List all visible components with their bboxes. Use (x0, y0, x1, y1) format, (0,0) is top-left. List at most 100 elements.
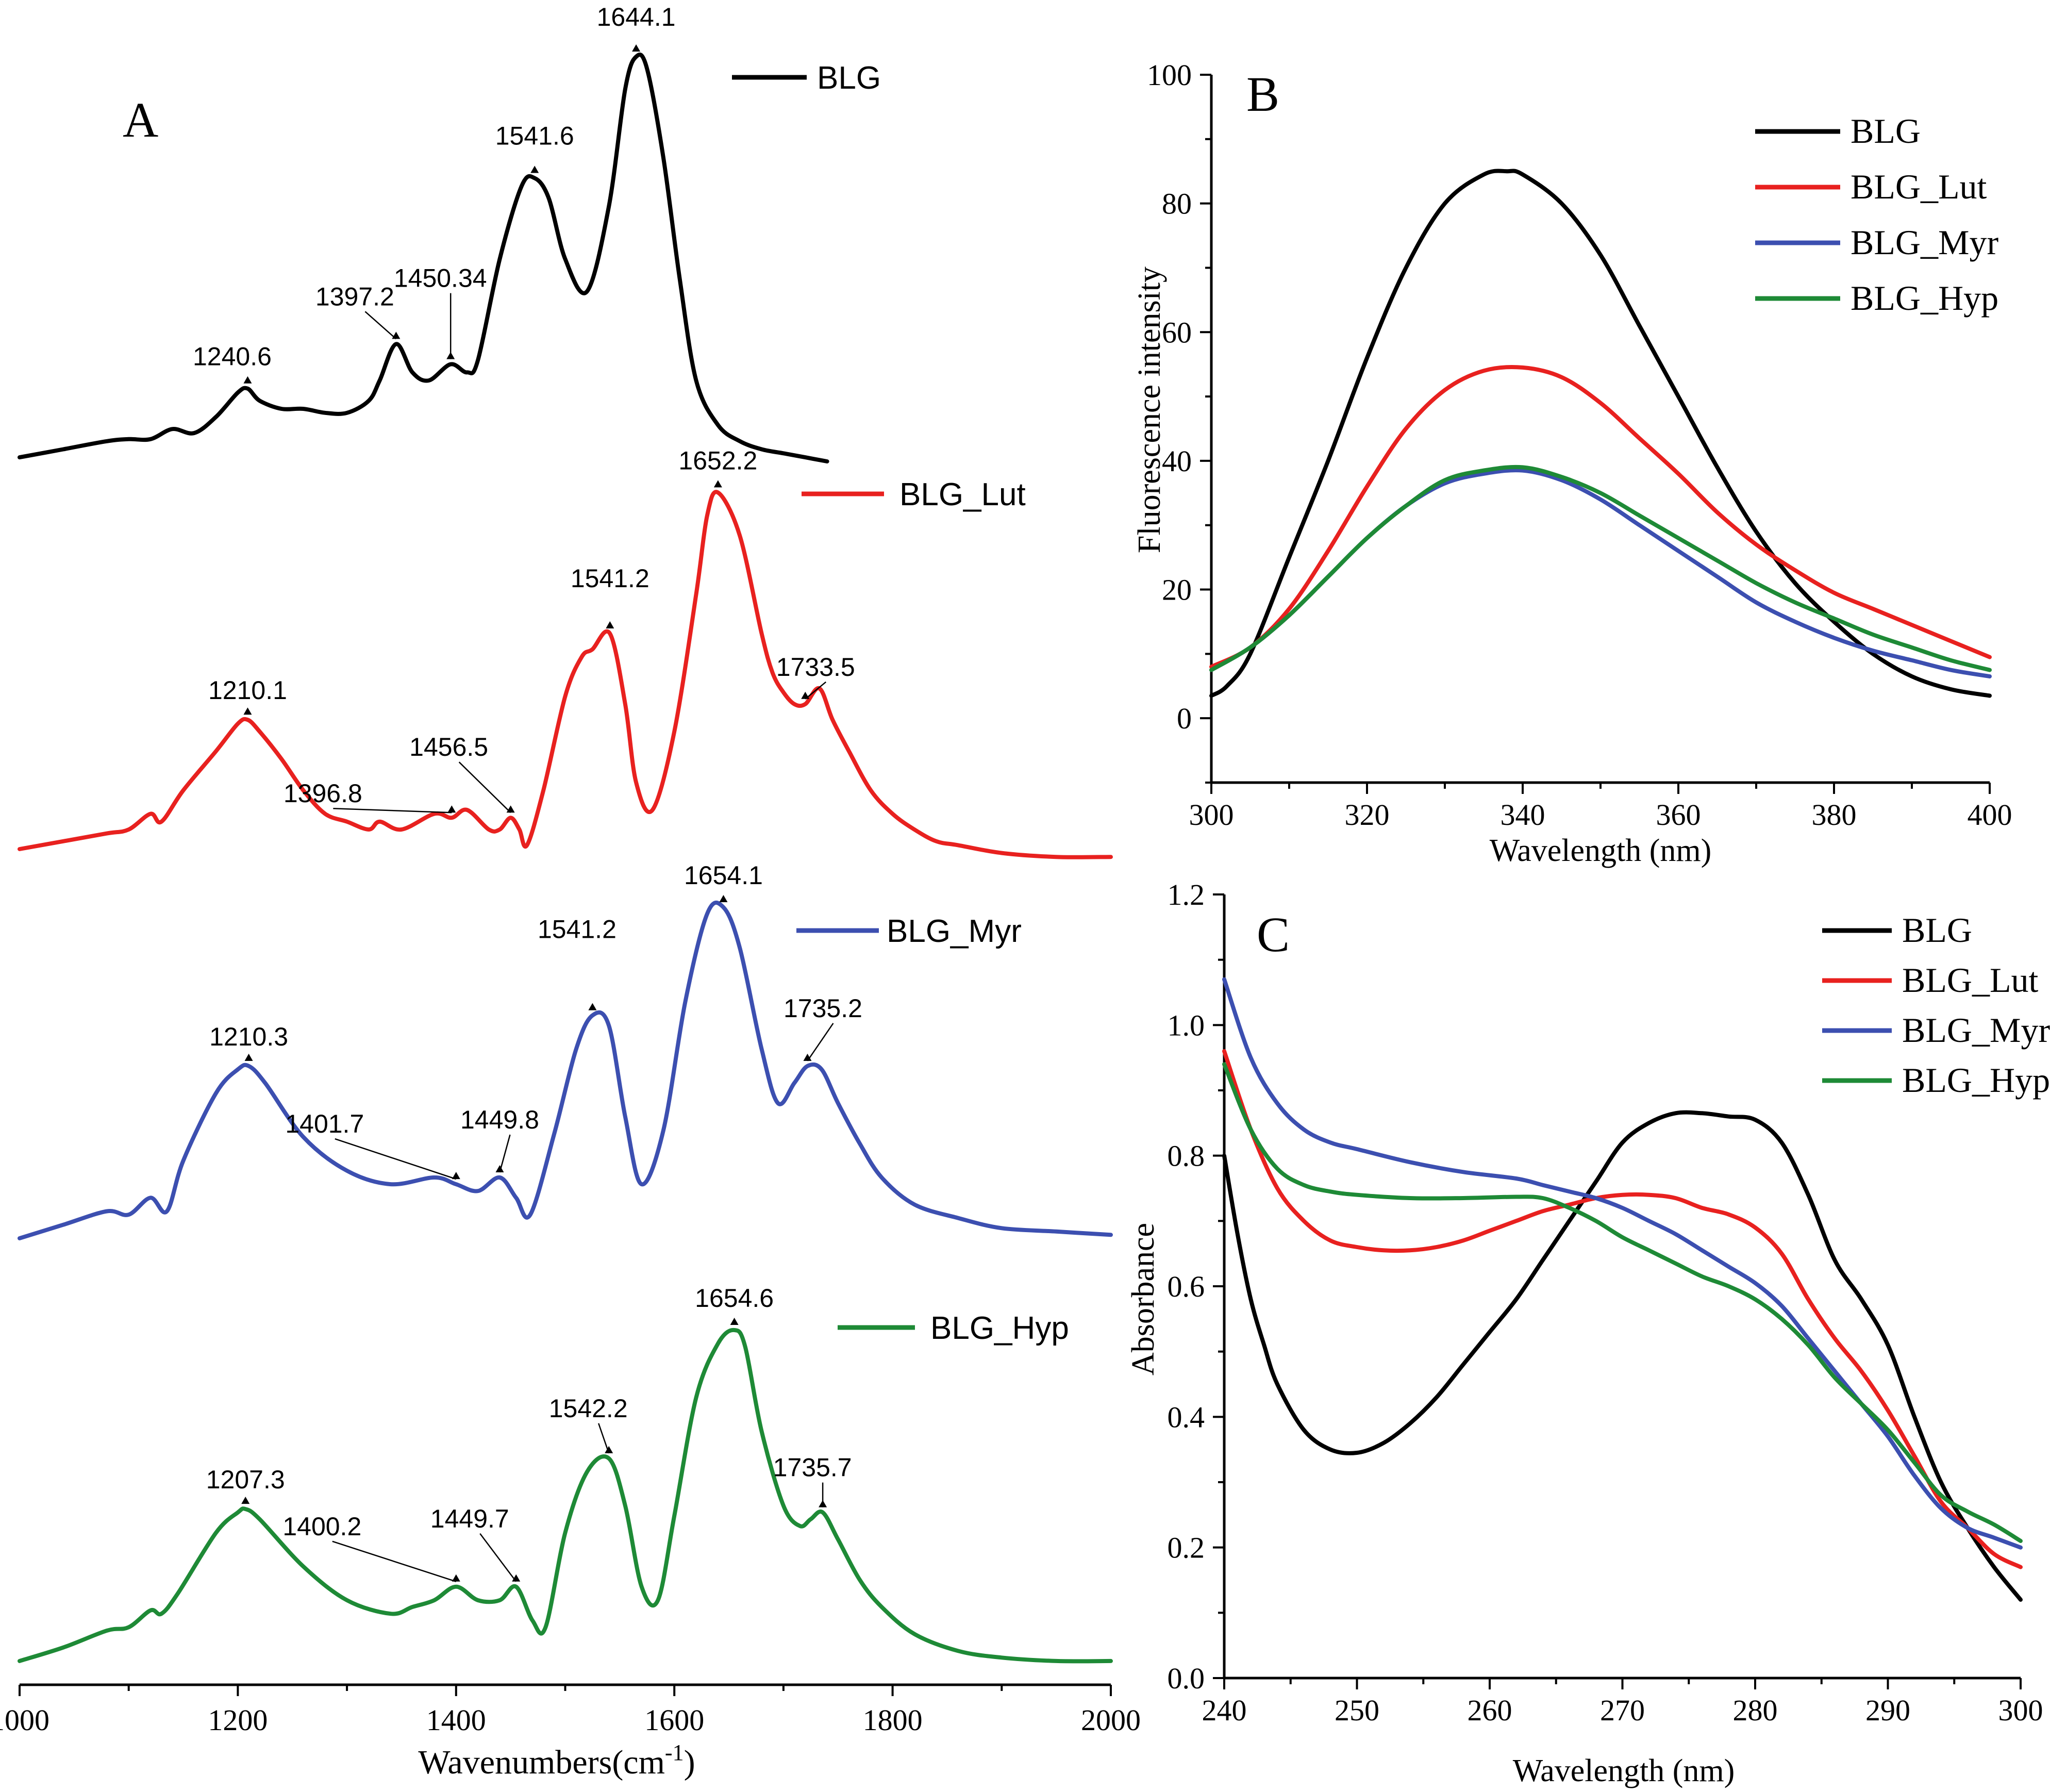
panel-b-x-tick-label: 340 (1501, 798, 1545, 832)
panel-c-x-tick-label: 270 (1600, 1694, 1645, 1727)
panel-a-peak-marker (730, 1318, 739, 1325)
panel-c-x-tick-label: 260 (1468, 1694, 1512, 1727)
panel-a-series-blg-myr (18, 900, 1113, 1240)
panel-a-peak-label: 1735.2 (784, 994, 862, 1023)
panel-a-peak-label: 1240.6 (193, 342, 272, 371)
panel-b-series-blg-myr (1209, 468, 1992, 678)
panel-a-peak-marker (713, 480, 722, 488)
panel-b-y-tick-label: 80 (1162, 187, 1192, 221)
panel-a-peak-label: 1735.7 (773, 1453, 852, 1482)
panel-a-peak-marker (605, 1446, 613, 1453)
panel-c-legend-label-blg: BLG (1902, 910, 1972, 950)
panel-c-legend-label-blg-hyp: BLG_Hyp (1902, 1060, 2050, 1100)
panel-c-legend-label-blg-myr: BLG_Myr (1902, 1010, 2050, 1050)
panel-a-legend-label-blg: BLG (817, 60, 881, 96)
panel-a-peak-marker (452, 1574, 460, 1582)
panel-a-peak-marker (241, 1497, 250, 1504)
panel-a-x-axis-title-sup: -1 (665, 1740, 684, 1765)
panel-a-peak-marker (588, 1003, 597, 1010)
panel-c-legend-label-blg-lut: BLG_Lut (1902, 960, 2039, 1000)
panel-a-x-tick-label: 1800 (863, 1703, 923, 1737)
panel-c-y-tick-label: 0.4 (1168, 1400, 1205, 1434)
panel-a-legend-label-blg-myr: BLG_Myr (887, 914, 1022, 949)
panel-b-label: B (1246, 67, 1279, 122)
panel-a-peak-label: 1541.2 (538, 915, 616, 944)
panel-a-peak-marker (244, 1053, 253, 1061)
panel-a-peak-blg-myr-1210-3: 1210.3 (209, 1022, 288, 1061)
panel-a-peak-blg-myr-1541-2: 1541.2 (538, 915, 616, 1010)
panel-a-peak-label: 1397.2 (315, 282, 394, 311)
panel-a-series-group (18, 53, 1113, 1664)
panel-a-peak-label: 1733.5 (776, 653, 855, 682)
panel-c-absorbance: 240 250 260 270 280 290 300 0.0 0.2 0.4 0.6 0.8 1.0 1… (1126, 878, 2050, 1788)
panel-c-series-blg-lut (1222, 1049, 2023, 1569)
panel-a-peak-marker (243, 376, 252, 384)
panel-c-y-tick-label: 1.2 (1168, 878, 1205, 911)
panel-a-peak-blg-1644-1: 1644.1 (597, 3, 676, 52)
panel-b-legend: BLG BLG_Lut BLG_Myr BLG_Hyp (1755, 111, 1998, 318)
panel-b-legend-label-blg-myr: BLG_Myr (1851, 223, 1998, 262)
panel-b-x-tick-label: 360 (1656, 798, 1701, 832)
panel-a-peak-blg-1240-6: 1240.6 (193, 342, 272, 384)
panel-a-peak-marker (495, 1165, 504, 1172)
panel-a-peak-marker (447, 805, 456, 813)
panel-c-y-tick-label: 0.6 (1168, 1270, 1205, 1303)
panel-a-peak-label: 1401.7 (285, 1109, 364, 1138)
panel-b-x-tick-label: 300 (1189, 798, 1234, 832)
panel-a-peak-marker (530, 165, 539, 173)
panel-a-peak-blg-lut-1210-1: 1210.1 (208, 676, 287, 715)
panel-c-y-tick-label: 0.0 (1168, 1662, 1205, 1695)
panel-a-peak-leader (499, 1134, 511, 1173)
panel-a-peak-blg-myr-1449-8: 1449.8 (460, 1105, 539, 1173)
panel-a-x-tick-label: 1000 (0, 1703, 49, 1737)
panel-b-axes: 300 320 340 360 380 400 0 20 40 60 80 100 (1147, 58, 2012, 832)
panel-c-y-tick-label: 1.0 (1168, 1008, 1205, 1042)
panel-a-peak-marker (392, 331, 401, 339)
panel-c-x-tick-label: 250 (1335, 1694, 1379, 1727)
panel-b-y-axis-title: Fluorescence intensity (1132, 267, 1167, 553)
panel-c-x-tick-label: 290 (1865, 1694, 1910, 1727)
panel-a-peak-blg-lut-1733-5: 1733.5 (776, 653, 855, 700)
panel-a-peak-label: 1542.2 (549, 1394, 628, 1423)
panel-a-peak-label: 1449.7 (430, 1504, 509, 1533)
panel-a-peak-blg-lut-1541-2: 1541.2 (571, 564, 649, 628)
panel-a-x-axis-title-suffix: ) (684, 1744, 695, 1781)
panel-a-peak-leader (597, 1423, 610, 1454)
panel-a-series-blg-hyp (18, 1328, 1113, 1664)
panel-a-peak-blg-lut-1652-2: 1652.2 (678, 446, 757, 488)
panel-b-fluorescence: 300 320 340 360 380 400 0 20 40 60 80 100 BLG BLG_Lu… (1132, 58, 2012, 868)
panel-a-peak-marker (506, 805, 515, 813)
panel-c-y-tick-label: 0.2 (1168, 1531, 1205, 1565)
panel-a-peak-leader (335, 1138, 457, 1180)
panel-a-peak-marker (512, 1574, 521, 1582)
panel-a-peak-marker (452, 1172, 460, 1180)
panel-b-x-tick-label: 380 (1812, 798, 1857, 832)
panel-c-x-tick-label: 300 (1998, 1694, 2043, 1727)
panel-a-series-blg (18, 53, 829, 463)
panel-a-peak-marker (803, 1053, 812, 1061)
panel-a-x-axis-title: Wavenumbers(cm-1) (418, 1740, 695, 1781)
panel-a-peak-label: 1210.3 (209, 1022, 288, 1051)
panel-a-peak-blg-lut-1456-5: 1456.5 (409, 733, 515, 814)
panel-a-peak-label: 1210.1 (208, 676, 287, 705)
panel-a-peak-blg-myr-1654-1: 1654.1 (684, 861, 763, 902)
panel-c-x-tick-label: 280 (1733, 1694, 1778, 1727)
panel-c-legend: BLG BLG_Lut BLG_Myr BLG_Hyp (1822, 910, 2050, 1100)
panel-a-peak-blg-1397-2: 1397.2 (315, 282, 401, 340)
panel-a-peak-label: 1541.6 (495, 122, 574, 151)
panel-a-peak-label: 1396.8 (284, 779, 362, 808)
panel-b-legend-label-blg: BLG (1851, 111, 1921, 151)
panel-a-peak-leader (805, 681, 827, 700)
panel-b-y-tick-label: 0 (1177, 702, 1192, 735)
panel-a-peak-leader (479, 1533, 517, 1582)
panel-c-label: C (1257, 907, 1290, 962)
panel-a-peak-marker (719, 895, 728, 902)
panel-b-y-tick-label: 20 (1162, 573, 1192, 607)
panel-b-x-axis-title: Wavelength (nm) (1490, 833, 1712, 868)
panel-a-peak-leader (364, 311, 397, 340)
panel-a-peak-leader (332, 1540, 457, 1582)
panel-a-peak-blg-hyp-1735-7: 1735.7 (773, 1453, 852, 1507)
panel-b-series-blg-lut (1209, 364, 1992, 669)
